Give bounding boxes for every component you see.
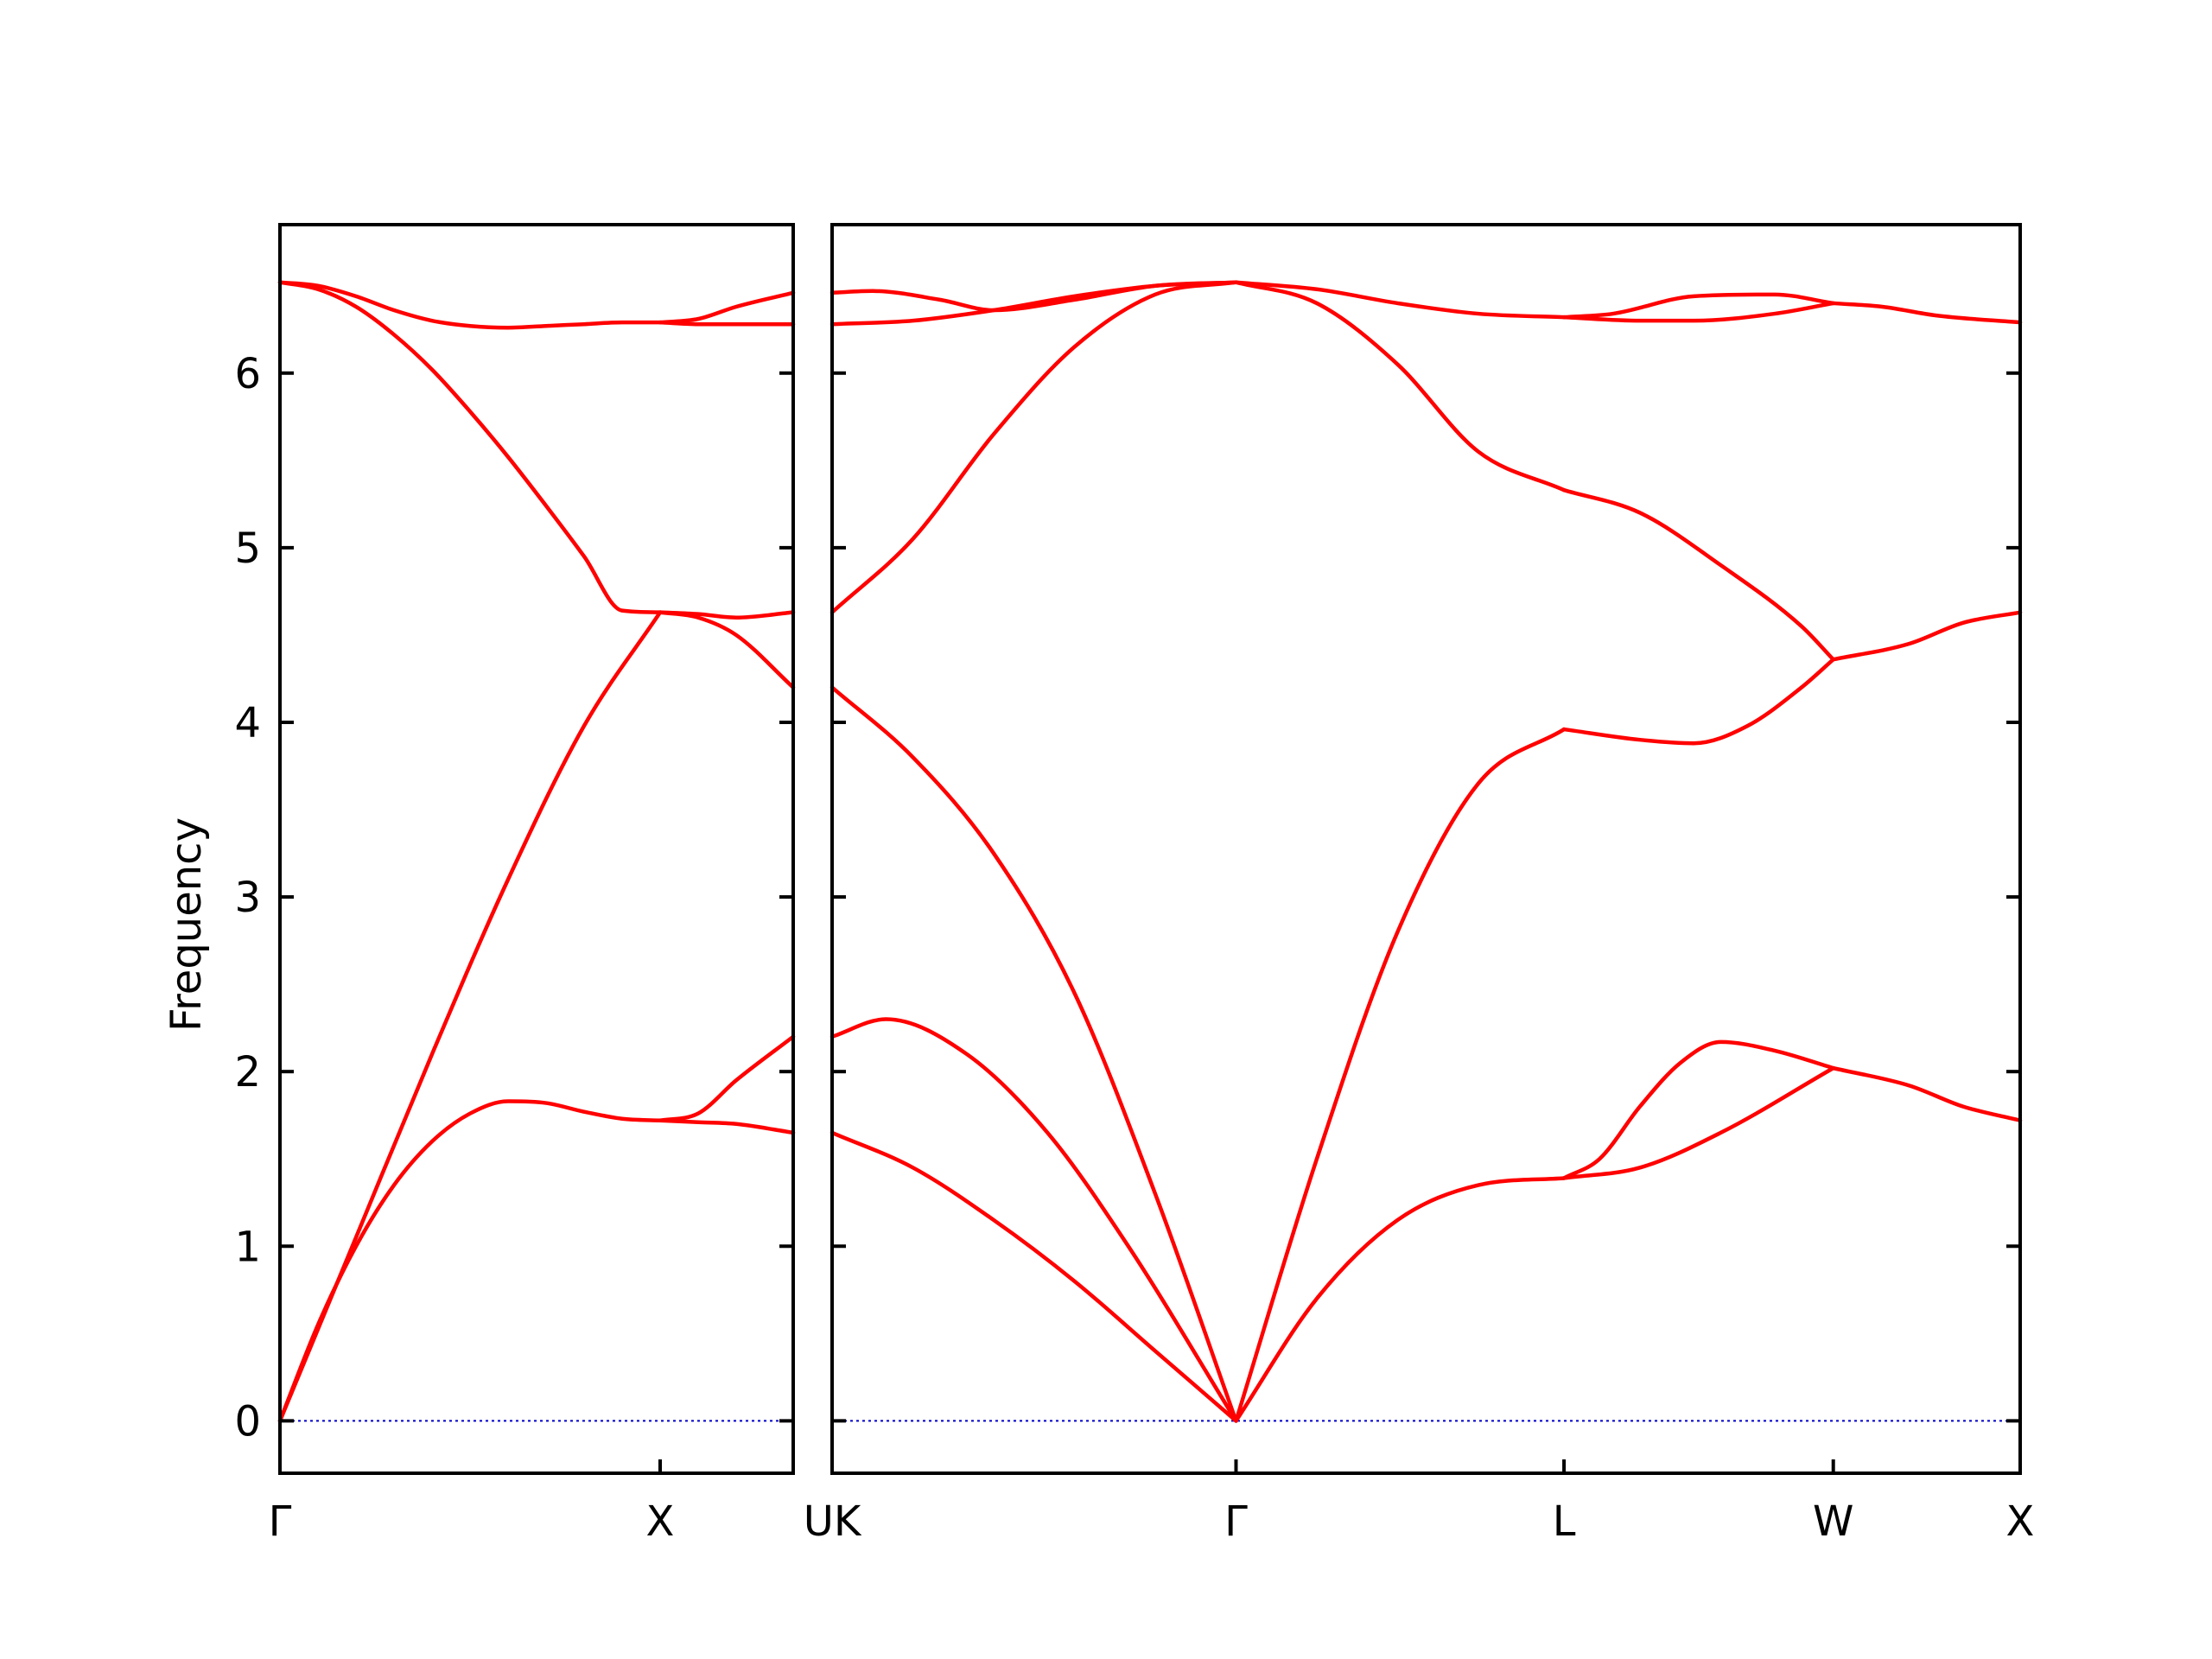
band-curve-6 (830, 280, 1238, 313)
band-curve-15 (1561, 301, 1835, 323)
x-tick-label: Γ (1224, 1497, 1248, 1546)
band-curve-18 (1831, 610, 2023, 662)
band-curve-16 (1561, 292, 1835, 320)
band-curve-3 (830, 685, 1238, 1423)
y-tick-label: 4 (234, 699, 261, 747)
panel-gamma-x-u: 0 1 2 3 4 5 6 Γ X (234, 223, 796, 1546)
band-curve-4 (277, 280, 663, 330)
band-curve-12 (1561, 1039, 1835, 1180)
band-curve-2 (277, 610, 663, 1423)
band-curve-2 (830, 1017, 1238, 1423)
x-tick-label: Γ (269, 1497, 292, 1546)
band-curve-1 (830, 1130, 1238, 1423)
y-tick-label: 0 (234, 1397, 261, 1446)
x-tick-label: L (1553, 1497, 1576, 1546)
band-curve-3 (277, 280, 663, 614)
y-tick-label: 1 (234, 1223, 261, 1271)
band-curve-5 (658, 1118, 796, 1135)
band-curve-8 (1234, 727, 1567, 1423)
band-curve-6 (658, 1034, 796, 1123)
panel-k-gamma-l-w-x: UK Γ L W X (804, 223, 2035, 1546)
y-tick-label: 2 (234, 1048, 261, 1096)
band-curve-10 (1234, 280, 1567, 320)
band-curve-14 (1561, 487, 1835, 662)
y-tick-label: 6 (234, 350, 261, 398)
band-curve-13 (1561, 657, 1835, 746)
x-tick-label: UK (804, 1497, 862, 1546)
x-tick-label: W (1813, 1497, 1853, 1546)
y-tick-label: 5 (234, 524, 261, 573)
band-curve-9 (1234, 280, 1567, 493)
band-curve-9 (658, 320, 796, 327)
band-curve-7 (1234, 1176, 1567, 1423)
x-tick-label: X (2006, 1497, 2035, 1546)
band-curve-19 (1831, 301, 2023, 325)
band-curve-10 (658, 290, 796, 325)
x-tick-label: X (646, 1497, 675, 1546)
plot-frame (278, 223, 795, 1475)
band-curve-4 (830, 280, 1238, 614)
band-curve-17 (1831, 1065, 2023, 1123)
band-curve-8 (658, 610, 796, 620)
y-axis-label: Frequency (162, 817, 211, 1032)
y-tick-label: 3 (234, 874, 261, 922)
plot-frame (830, 223, 2022, 1475)
band-curve-11 (1561, 1065, 1835, 1180)
